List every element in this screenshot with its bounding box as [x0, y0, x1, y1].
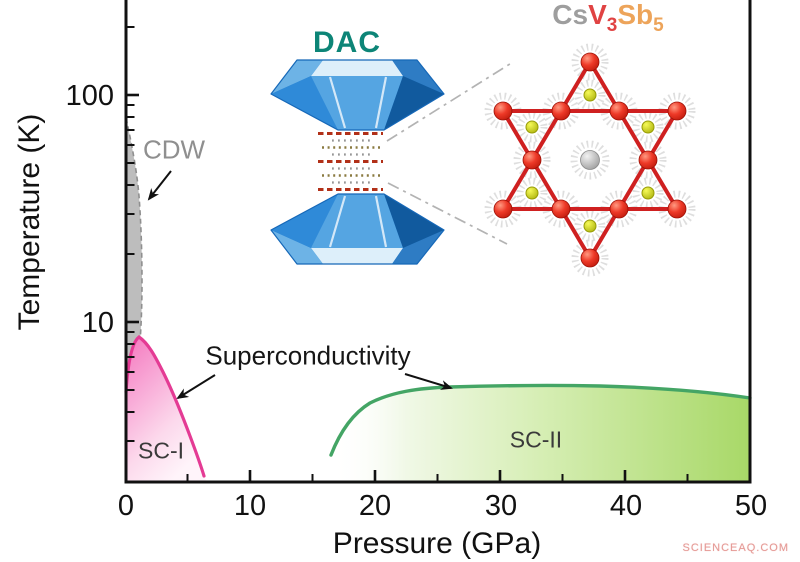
y-minor-ticks: [127, 26, 135, 442]
x-tick-label-40: 40: [609, 490, 643, 522]
gray-center-atom: [580, 150, 600, 170]
formula-sb: Sb: [617, 0, 654, 31]
sc2-region: [329, 383, 752, 482]
sc1-arrow: [176, 374, 216, 400]
dac-top-diamond: [270, 59, 445, 131]
red-atoms: [493, 52, 687, 268]
x-tick-label-50: 50: [734, 490, 768, 522]
y-tick-label-100: 100: [65, 80, 114, 112]
x-minor-ticks: [186, 474, 689, 481]
x-major-ticks: [248, 470, 627, 481]
cdw-arrow: [147, 170, 172, 201]
watermark: SCIENCEAQ.COM: [682, 542, 789, 554]
x-tick-label-20: 20: [358, 490, 392, 522]
superconductivity-annotation: Superconductivity: [205, 340, 411, 371]
sc1-annotation: SC-I: [138, 437, 184, 464]
zoom-connector-lines: [386, 61, 514, 245]
compound-formula: CsV3Sb5: [552, 0, 663, 37]
annotation-arrows: [147, 170, 453, 400]
x-tick-label-10: 10: [233, 490, 267, 522]
axes-frame: [124, 0, 752, 484]
crystal-structure: [484, 43, 696, 277]
yellow-atoms: [525, 88, 655, 233]
sc2-arrow: [404, 373, 453, 390]
dac-bottom-diamond: [270, 193, 445, 265]
dac-annotation: DAC: [313, 26, 381, 59]
x-tick-label-30: 30: [484, 490, 518, 522]
formula-cs: Cs: [552, 0, 589, 31]
formula-sb-subscript: 5: [653, 14, 664, 36]
bonds: [501, 60, 679, 260]
y-major-ticks: [127, 93, 139, 324]
x-tick-label-0: 0: [117, 490, 135, 522]
y-tick-label-10: 10: [81, 307, 114, 339]
cdw-annotation: CDW: [142, 134, 206, 165]
formula-v: V: [588, 0, 607, 31]
formula-v-subscript: 3: [606, 14, 618, 36]
sc2-annotation: SC-II: [509, 426, 563, 453]
sc2-tc-curve: [329, 383, 752, 457]
y-axis-title: Temperature (K): [13, 113, 46, 331]
dac-sample-layers: [318, 132, 383, 191]
x-axis-title: Pressure (GPa): [332, 527, 542, 560]
